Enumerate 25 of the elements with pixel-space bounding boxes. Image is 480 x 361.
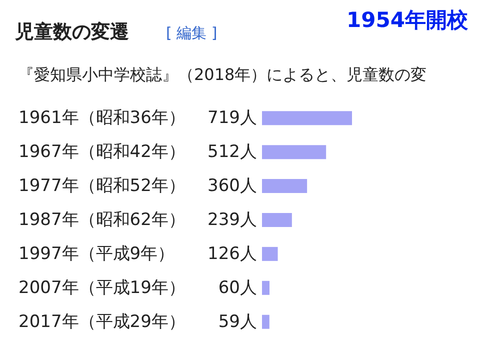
data-label: 360人 <box>208 176 257 196</box>
y-tick-label: 1961年（昭和36年） <box>18 108 186 128</box>
data-label: 719人 <box>208 108 257 128</box>
data-label: 59人 <box>218 312 257 332</box>
y-tick-label: 2017年（平成29年） <box>18 312 186 332</box>
bar <box>262 280 270 295</box>
text: 1954年開校 <box>346 8 469 32</box>
data-label: 60人 <box>218 278 257 298</box>
y-tick-label: 1977年（昭和52年） <box>18 176 186 196</box>
bar <box>262 246 278 261</box>
y-tick-label: 1967年（昭和42年） <box>18 142 186 162</box>
bar <box>262 314 270 329</box>
text: 児童数の変遷 <box>14 21 129 43</box>
data-label: 239人 <box>208 210 257 230</box>
bar <box>262 145 326 160</box>
data-label: 512人 <box>208 142 257 162</box>
data-label: 126人 <box>208 244 257 264</box>
y-tick-label: 1997年（平成9年） <box>18 244 175 264</box>
y-tick-label: 1987年（昭和62年） <box>18 210 186 230</box>
bar <box>262 179 308 194</box>
bar <box>262 111 352 126</box>
chart-subtitle: 『愛知県小中学校誌』（2018年）によると、児童数の変 <box>18 65 427 84</box>
bar <box>262 213 292 227</box>
text: [ 編集 ] <box>166 24 218 42</box>
y-tick-label: 2007年（平成19年） <box>18 278 186 298</box>
